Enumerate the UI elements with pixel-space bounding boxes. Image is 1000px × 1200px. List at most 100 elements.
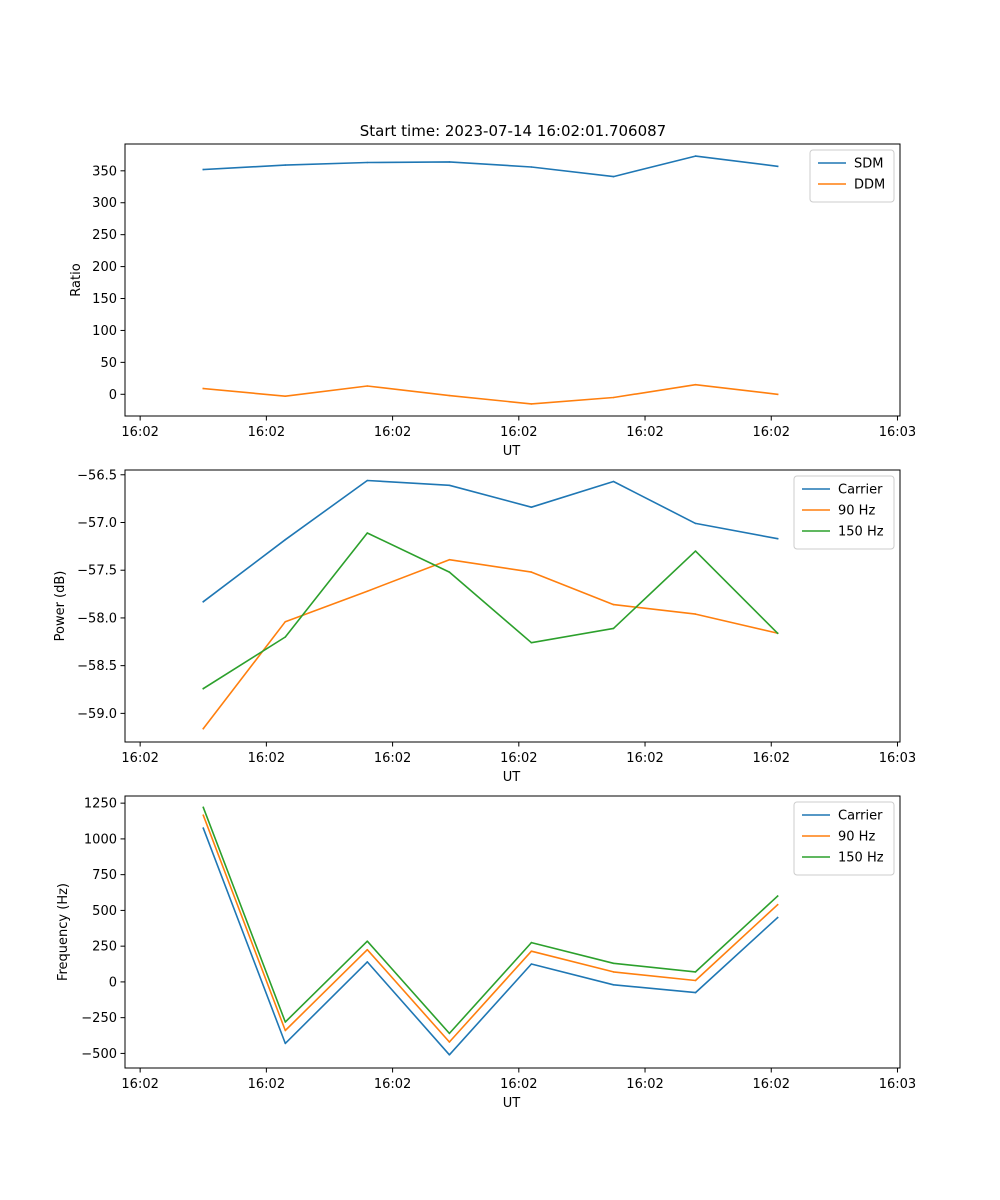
- data-point-150-hz: [448, 1032, 451, 1035]
- data-point-sdm: [284, 164, 287, 166]
- data-point-90-hz: [530, 571, 533, 573]
- legend-label: 90 Hz: [838, 830, 875, 845]
- x-axis-label: UT: [503, 1096, 521, 1111]
- x-tick-label: 16:02: [248, 751, 285, 766]
- plot-area: [125, 796, 900, 1068]
- data-point-ddm: [694, 383, 697, 386]
- y-tick-label: 0: [109, 975, 117, 990]
- x-tick-label: 16:02: [500, 425, 537, 440]
- data-point-150-hz: [612, 627, 615, 630]
- data-point-carrier: [612, 480, 615, 483]
- x-tick-label: 16:02: [753, 751, 790, 766]
- data-point-sdm: [612, 175, 615, 178]
- data-point-150-hz: [366, 532, 369, 534]
- data-point-ddm: [448, 394, 451, 397]
- data-point-150-hz: [202, 687, 205, 690]
- data-point-carrier: [694, 991, 697, 994]
- data-point-150-hz: [776, 632, 779, 634]
- data-point-90-hz: [530, 950, 533, 952]
- data-point-90-hz: [448, 1041, 451, 1043]
- data-point-carrier: [530, 963, 533, 965]
- y-tick-label: −57.5: [77, 564, 117, 579]
- plot-area: [125, 470, 900, 742]
- data-point-sdm: [448, 161, 451, 163]
- series-line-90-hz: [202, 814, 779, 1043]
- x-tick-label: 16:02: [374, 425, 411, 440]
- data-point-90-hz: [366, 948, 369, 951]
- axes-frame: [124, 143, 901, 417]
- axes-frame: [124, 469, 901, 743]
- legend-label: Carrier: [838, 809, 883, 824]
- y-tick-label: −58.5: [77, 659, 117, 674]
- data-point-90-hz: [202, 727, 205, 730]
- series-line-carrier: [202, 827, 779, 1056]
- data-point-90-hz: [612, 603, 615, 606]
- data-point-sdm: [366, 161, 369, 164]
- x-tick-label: 16:02: [374, 1077, 411, 1092]
- data-point-90-hz: [694, 979, 697, 982]
- data-point-90-hz: [284, 620, 287, 623]
- data-point-sdm: [776, 165, 779, 168]
- x-tick-label: 16:02: [500, 751, 537, 766]
- data-point-150-hz: [448, 571, 451, 573]
- series-line-carrier: [202, 479, 779, 603]
- x-tick-label: 16:02: [121, 1077, 158, 1092]
- data-point-ddm: [530, 403, 533, 405]
- series-line-150-hz: [202, 532, 779, 690]
- y-tick-label: −58.0: [77, 611, 117, 626]
- y-tick-label: 100: [92, 324, 117, 339]
- legend-label: DDM: [854, 178, 885, 193]
- data-point-150-hz: [530, 641, 533, 644]
- data-point-carrier: [530, 506, 533, 509]
- data-point-150-hz: [284, 1021, 287, 1023]
- y-tick-label: 50: [100, 356, 117, 371]
- data-point-sdm: [530, 166, 533, 168]
- x-tick-label: 16:02: [626, 1077, 663, 1092]
- x-tick-label: 16:02: [248, 1077, 285, 1092]
- data-point-ddm: [612, 396, 615, 399]
- data-point-carrier: [284, 1042, 287, 1045]
- data-point-carrier: [202, 600, 205, 603]
- data-point-90-hz: [202, 814, 205, 817]
- data-point-sdm: [694, 155, 697, 157]
- data-point-150-hz: [776, 895, 779, 897]
- legend-label: 90 Hz: [838, 504, 875, 519]
- data-point-carrier: [776, 537, 779, 540]
- data-point-carrier: [776, 916, 779, 919]
- axes-frame: [124, 795, 901, 1069]
- y-tick-label: 200: [92, 260, 117, 275]
- x-axis-label: UT: [503, 444, 521, 459]
- y-tick-label: −57.0: [77, 516, 117, 531]
- data-point-sdm: [202, 168, 205, 171]
- x-tick-label: 16:02: [121, 425, 158, 440]
- legend-label: 150 Hz: [838, 851, 884, 866]
- y-axis-label: Power (dB): [53, 571, 68, 642]
- y-tick-label: −250: [81, 1011, 117, 1026]
- x-tick-label: 16:02: [248, 425, 285, 440]
- series-line-ddm: [202, 383, 779, 405]
- series-line-sdm: [202, 155, 779, 178]
- data-point-ddm: [284, 395, 287, 398]
- data-point-90-hz: [612, 971, 615, 973]
- y-tick-label: 0: [109, 388, 117, 403]
- power-panel: 16:02 16:02 16:02 16:02 16:02 16:02 16:03 −59.0…: [53, 468, 916, 785]
- x-tick-label: 16:02: [753, 425, 790, 440]
- y-tick-label: 300: [92, 196, 117, 211]
- y-tick-label: 750: [92, 868, 117, 883]
- y-tick-label: 250: [92, 940, 117, 955]
- x-tick-label: 16:03: [879, 1077, 916, 1092]
- data-point-150-hz: [530, 941, 533, 944]
- x-tick-label: 16:02: [753, 1077, 790, 1092]
- y-tick-label: −500: [81, 1047, 117, 1062]
- data-point-150-hz: [202, 806, 205, 809]
- series-line-150-hz: [202, 806, 779, 1035]
- data-point-150-hz: [694, 550, 697, 552]
- x-tick-label: 16:02: [374, 751, 411, 766]
- y-tick-label: −56.5: [77, 468, 117, 483]
- data-point-carrier: [448, 484, 451, 487]
- data-point-carrier: [284, 538, 287, 541]
- y-tick-label: 500: [92, 904, 117, 919]
- data-point-ddm: [202, 387, 205, 390]
- data-point-150-hz: [284, 636, 287, 638]
